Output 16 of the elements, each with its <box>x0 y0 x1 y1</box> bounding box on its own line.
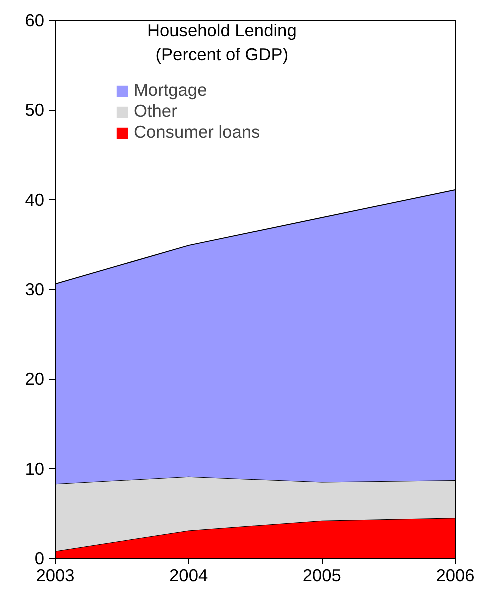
y-tick-label: 40 <box>25 190 45 210</box>
y-tick-label: 10 <box>25 458 45 479</box>
chart-title: Household Lending <box>148 20 297 40</box>
x-tick-label: 2005 <box>302 566 342 586</box>
legend-label: Other <box>134 101 178 122</box>
legend-label: Consumer loans <box>134 122 260 143</box>
text: (Percent of GDP) <box>156 44 289 64</box>
x-tick-label: 2003 <box>36 566 75 586</box>
y-tick-label: 30 <box>25 280 45 300</box>
y-tick-label: 0 <box>34 548 45 568</box>
x-tick-label: 2004 <box>170 566 208 586</box>
y-tick-label: 20 <box>25 369 45 390</box>
y-tick-label: 60 <box>25 10 45 30</box>
legend-label: Mortgage <box>134 80 208 101</box>
x-tick-label: 2006 <box>436 566 475 586</box>
y-tick-label: 50 <box>25 100 45 120</box>
